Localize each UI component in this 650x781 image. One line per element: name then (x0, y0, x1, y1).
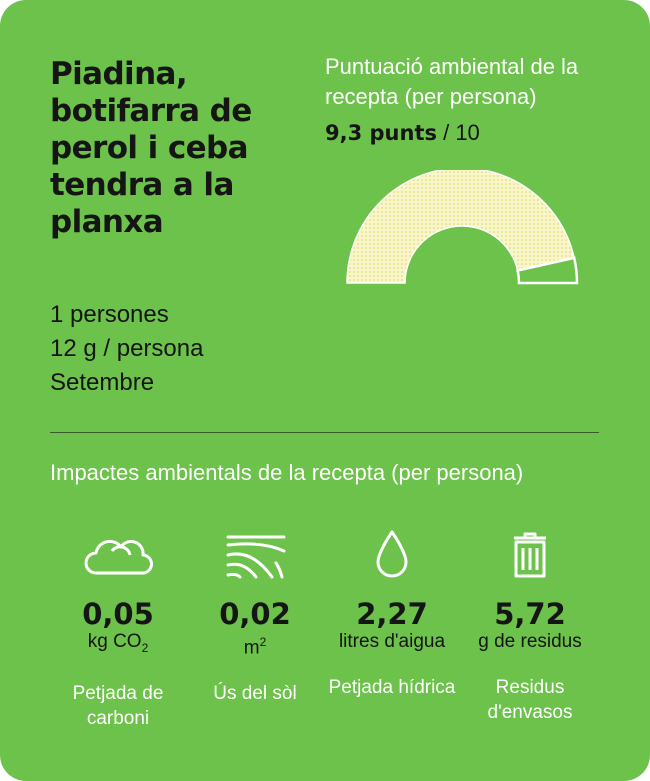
score-value: 9,3 punts (325, 121, 437, 145)
gauge-remainder (516, 256, 579, 285)
score-value-line: 9,3 punts / 10 (325, 118, 480, 148)
impact-unit: litres d'aigua (338, 631, 446, 652)
score-label: Puntuació ambiental de la recepta (per p… (325, 54, 579, 109)
impact-label: Petjada de carboni (72, 682, 164, 729)
impact-label: Petjada hídrica (328, 677, 456, 698)
impact-unit: m2 (243, 635, 267, 659)
impact-value: 0,05 (82, 597, 154, 631)
gauge-fill (346, 170, 576, 284)
impact-waste: 5,72 g de residus Residus d'envasos (455, 525, 605, 725)
trash-icon (455, 525, 605, 585)
impact-value: 0,02 (219, 597, 291, 631)
water-drop-icon (317, 525, 467, 585)
cloud-icon (43, 525, 193, 585)
month: Setembre (50, 369, 155, 396)
score-gauge (346, 170, 579, 285)
impact-value: 2,27 (356, 597, 428, 631)
impact-unit: kg CO2 (87, 631, 149, 655)
portion-size: 12 g / persona (50, 335, 204, 362)
score-max: / 10 (436, 120, 480, 145)
impact-value: 5,72 (494, 597, 566, 631)
people-count: 1 persones (50, 301, 169, 328)
recipe-title: Piadina, botifarra de perol i ceba tendr… (50, 56, 252, 240)
impact-water: 2,27 litres d'aigua Petjada hídrica (317, 525, 467, 700)
impact-label: Ús del sòl (213, 683, 297, 705)
divider (50, 432, 599, 433)
impact-label: Residus d'envasos (487, 677, 573, 723)
impact-unit: g de residus (478, 631, 582, 652)
impact-carbon: 0,05 kg CO2 Petjada de carboni (43, 525, 193, 731)
impacts-title: Impactes ambientals de la recepta (per p… (50, 460, 524, 485)
land-icon (180, 525, 330, 585)
impact-land-use: 0,02 m2 Ús del sòl (180, 525, 330, 706)
recipe-meta: 1 persones 12 g / persona Setembre (50, 298, 203, 400)
